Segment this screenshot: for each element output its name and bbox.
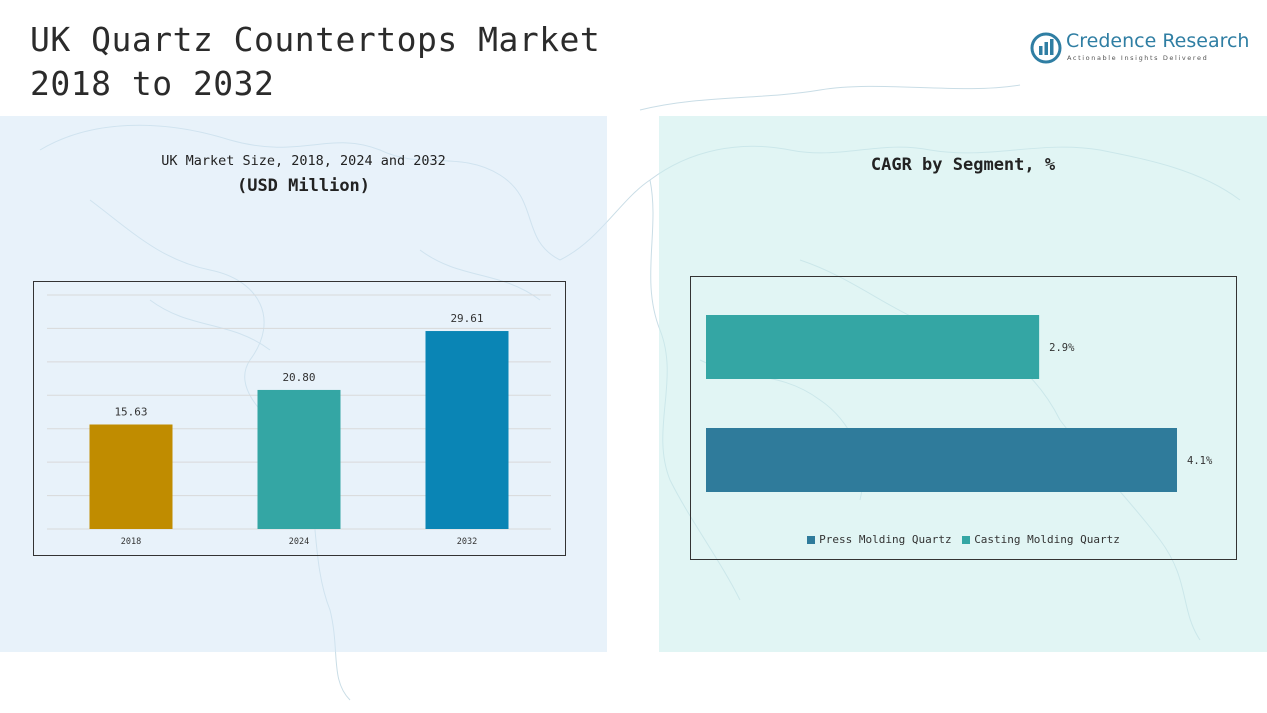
cagr-chart-title: CAGR by Segment, %	[870, 155, 1056, 175]
legend-swatch-press-molding	[807, 535, 816, 544]
market-size-bar-chart: 15.63 2018 20.80 2024 29.61 2032	[47, 294, 551, 547]
cagr-chart-frame: 2.9% 4.1%	[690, 276, 1237, 560]
bar-2018	[89, 424, 173, 529]
bar-2024	[257, 389, 341, 529]
bar-2032	[425, 331, 509, 529]
legend-item-press-molding: Press Molding Quartz	[807, 533, 952, 546]
logo-mark-icon	[1030, 32, 1062, 64]
legend-item-casting-molding: Casting Molding Quartz	[962, 533, 1120, 546]
legend-label-press-molding: Press Molding Quartz	[819, 533, 952, 546]
cagr-chart-legend: Press Molding Quartz Casting Molding Qua…	[690, 533, 1237, 547]
bar-value-label: 20.80	[282, 371, 315, 384]
page-title-line-2: 2018 to 2032	[30, 64, 275, 103]
hbar-casting-molding-quartz	[706, 315, 1040, 379]
market-size-chart-frame: 15.63 2018 20.80 2024 29.61 2032	[33, 281, 566, 556]
hbar-value-label: 2.9%	[1049, 342, 1075, 354]
page-title: UK Quartz Countertops Market 2018 to 203…	[30, 18, 600, 106]
hbar-value-label: 4.1%	[1187, 455, 1213, 467]
x-tick-label: 2018	[121, 537, 141, 547]
legend-swatch-casting-molding	[962, 535, 971, 544]
bar-value-label: 29.61	[450, 312, 483, 325]
bar-value-label: 15.63	[114, 406, 147, 419]
market-size-chart-subtitle: (USD Million)	[236, 176, 371, 196]
logo-name: Credence Research	[1066, 30, 1250, 52]
legend-label-casting-molding: Casting Molding Quartz	[974, 533, 1120, 546]
logo-tagline: Actionable Insights Delivered	[1067, 54, 1209, 62]
hbar-press-molding-quartz	[706, 428, 1177, 492]
right-panel-background	[659, 116, 1267, 652]
page-title-line-1: UK Quartz Countertops Market	[30, 20, 601, 59]
credence-research-logo: Credence Research Actionable Insights De…	[1030, 30, 1249, 66]
cagr-horizontal-bar-chart: 2.9% 4.1%	[706, 315, 1213, 492]
x-tick-label: 2032	[457, 537, 477, 547]
market-size-chart-title: UK Market Size, 2018, 2024 and 2032	[161, 153, 446, 169]
x-tick-label: 2024	[289, 537, 309, 547]
